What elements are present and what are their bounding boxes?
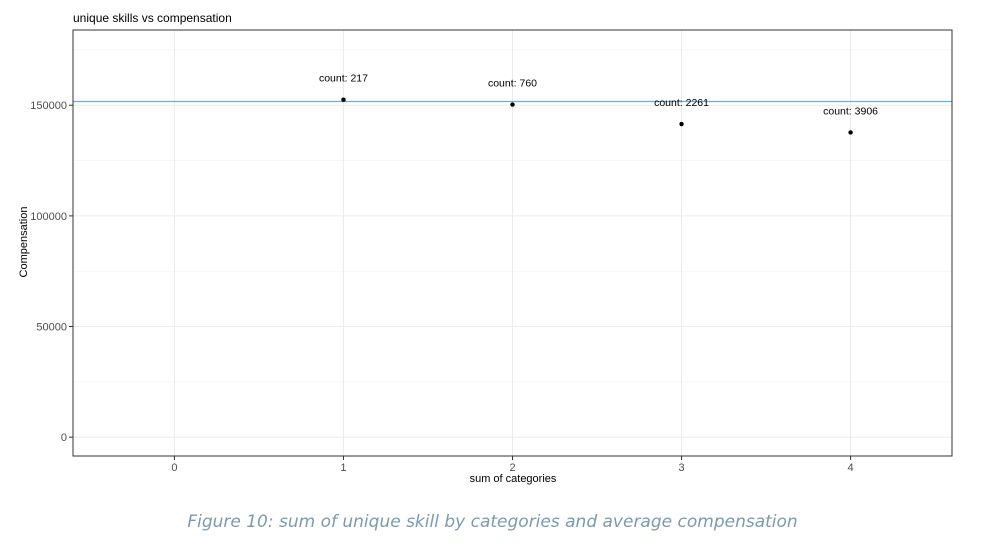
y-axis-title: Compensation — [18, 207, 30, 278]
x-tick-label: 2 — [509, 462, 515, 474]
y-axis-ticks: 0 50000 100000 150000 — [30, 100, 73, 444]
data-label: count: 760 — [488, 78, 537, 90]
figure-caption: Figure 10: sum of unique skill by catego… — [187, 512, 798, 532]
grid — [73, 30, 952, 456]
data-label: count: 217 — [319, 73, 368, 85]
x-axis-title: sum of categories — [470, 473, 557, 485]
data-points: count: 217 count: 760 count: 2261 count: 39… — [319, 73, 878, 135]
chart-title: unique skills vs compensation — [73, 11, 232, 25]
data-point — [341, 97, 346, 102]
data-label: count: 3906 — [823, 105, 878, 117]
y-tick-label: 150000 — [30, 100, 67, 112]
x-tick-label: 0 — [171, 462, 177, 474]
x-tick-label: 4 — [848, 462, 854, 474]
x-axis-ticks: 0 1 2 3 4 — [171, 456, 854, 474]
data-point — [679, 121, 684, 127]
x-tick-label: 3 — [678, 462, 684, 474]
data-point — [510, 102, 515, 107]
data-label: count: 2261 — [654, 97, 709, 109]
x-tick-label: 1 — [340, 462, 346, 474]
y-tick-label: 100000 — [30, 211, 67, 223]
y-tick-label: 0 — [61, 432, 67, 444]
data-point — [848, 130, 853, 135]
y-tick-label: 50000 — [36, 322, 67, 334]
